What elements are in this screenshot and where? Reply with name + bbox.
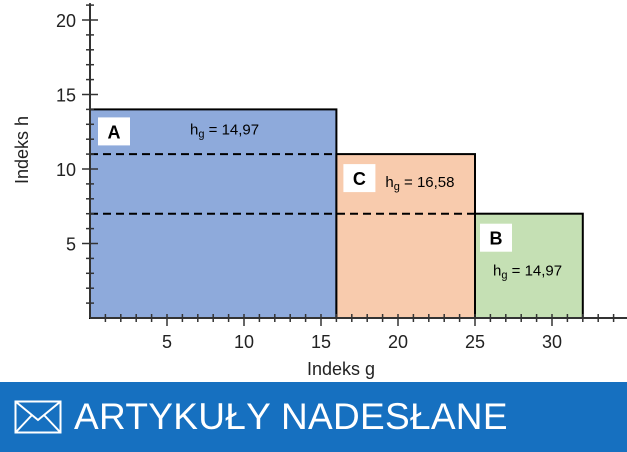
x-axis-label: Indeks g xyxy=(307,359,375,379)
bar-label: A xyxy=(108,122,121,142)
x-tick-label: 25 xyxy=(465,332,485,352)
x-tick-label: 10 xyxy=(234,332,254,352)
y-tick-label: 10 xyxy=(56,160,76,180)
x-tick-label: 30 xyxy=(542,332,562,352)
envelope-icon xyxy=(14,400,62,434)
y-tick-label: 5 xyxy=(66,235,76,255)
bar-annotation: hg = 16,58 xyxy=(385,174,454,193)
bar-label: B xyxy=(490,229,503,249)
y-tick-label: 15 xyxy=(56,86,76,106)
y-tick-label: 20 xyxy=(56,11,76,31)
x-tick-label: 5 xyxy=(162,332,172,352)
bar-annotation: hg = 14,97 xyxy=(190,121,259,140)
banner-label: ARTYKUŁY NADESŁANE xyxy=(74,396,508,437)
bar-annotation: hg = 14,97 xyxy=(493,263,562,282)
bar-label-box xyxy=(480,223,512,252)
bar-label: C xyxy=(353,169,366,189)
x-tick-label: 15 xyxy=(311,332,331,352)
y-axis-label: Indeks h xyxy=(12,116,32,184)
bar-label-box xyxy=(343,164,376,193)
section-banner: ARTYKUŁY NADESŁANE xyxy=(0,382,627,452)
x-tick-label: 20 xyxy=(388,332,408,352)
bar-label-box xyxy=(98,117,130,146)
